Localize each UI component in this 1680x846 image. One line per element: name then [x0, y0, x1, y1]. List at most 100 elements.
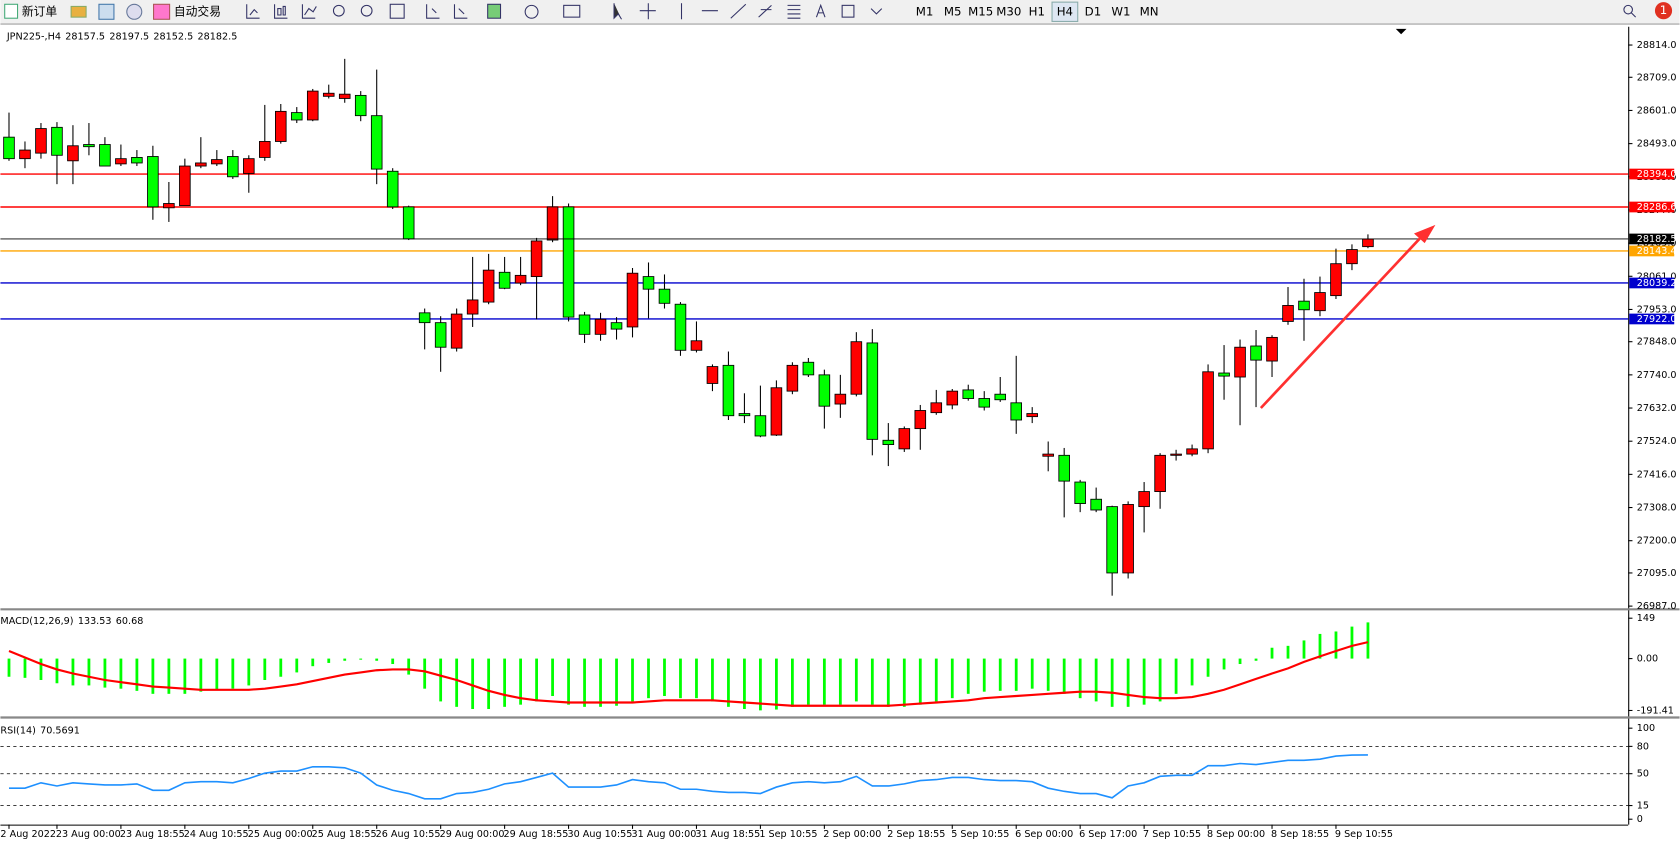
candle-body [1090, 498, 1102, 511]
candle-body [578, 314, 591, 335]
candle [658, 274, 671, 309]
candle-body [722, 364, 735, 417]
macd-signal [8, 641, 1369, 707]
candle-body [866, 342, 879, 440]
macd-bar [119, 658, 123, 689]
price-tag-label: 28039.2 [1637, 278, 1677, 289]
candle-body [1122, 504, 1134, 574]
timeframe-button[interactable]: M15 [968, 4, 993, 18]
candle-body [386, 170, 399, 208]
timeframe-button[interactable]: M1 [916, 4, 934, 18]
candle [1026, 407, 1038, 424]
macd-bar [1222, 658, 1226, 670]
icon-indicators[interactable] [487, 3, 502, 19]
macd-bar [775, 658, 778, 710]
icon[interactable] [126, 3, 143, 20]
icon-label[interactable] [841, 4, 855, 18]
candle-body [738, 413, 751, 417]
x-tick-label: 25 Aug 18:55 [312, 829, 377, 840]
macd-bar [231, 658, 235, 689]
candle [722, 351, 735, 421]
timeframe-button[interactable]: H4 [1057, 4, 1073, 18]
x-tick-label: 23 Aug 00:00 [56, 829, 121, 840]
candle [610, 317, 623, 340]
candle-body [227, 156, 239, 178]
icon-cursor[interactable] [613, 3, 622, 20]
macd-bar [790, 658, 794, 707]
candle [1058, 447, 1070, 518]
candle [594, 312, 607, 341]
icon-candle[interactable] [274, 4, 288, 19]
candle [163, 182, 175, 222]
icon-crosshair[interactable] [639, 3, 656, 20]
indicator-name: RSI(14) [0, 725, 35, 736]
macd-bar [711, 658, 714, 702]
macd-bar [519, 658, 522, 705]
candle [354, 91, 367, 122]
candle-body [1154, 454, 1166, 492]
price-tag [1629, 233, 1675, 245]
timeframe-button[interactable]: H1 [1029, 4, 1045, 18]
macd-bar [39, 658, 43, 681]
candle [866, 329, 879, 456]
icon-fibo[interactable] [787, 4, 801, 19]
macd-bar [487, 658, 491, 710]
toolbar-button[interactable]: 自动交易 [174, 4, 221, 18]
timeframe-button[interactable]: D1 [1085, 4, 1102, 18]
icon-search[interactable] [1623, 4, 1633, 15]
candle-body [802, 361, 815, 376]
candle-body [67, 145, 79, 162]
x-tick-label: 30 Aug 10:55 [567, 829, 632, 840]
timeframe-button[interactable]: W1 [1111, 4, 1130, 18]
icon-line[interactable] [301, 4, 317, 19]
candle [131, 150, 143, 167]
candle [514, 256, 527, 286]
icon-text[interactable] [815, 3, 826, 18]
candle [1154, 453, 1166, 509]
timeframe-button[interactable]: M30 [996, 4, 1021, 18]
icon-search-handle[interactable] [1631, 12, 1637, 18]
candle [179, 158, 191, 207]
icon-period[interactable] [524, 4, 539, 19]
candle [35, 123, 47, 159]
candle [1074, 479, 1086, 513]
candle-body [594, 318, 607, 335]
macd-bar [886, 658, 890, 707]
icon-trendline[interactable] [730, 3, 747, 19]
candle-body [1202, 371, 1214, 450]
timeframe-button[interactable]: M5 [944, 4, 962, 18]
icon[interactable] [70, 5, 87, 18]
candle [259, 104, 271, 161]
icon-zoom-in[interactable] [332, 4, 345, 17]
ohlc-high: 28197.5 [109, 31, 149, 42]
candle-body [642, 276, 655, 290]
icon-arrows[interactable] [870, 8, 883, 15]
macd-bar [311, 658, 315, 667]
candle-body [1282, 305, 1294, 322]
y-tick-label: 28709.0 [1637, 72, 1677, 83]
candle [962, 384, 975, 401]
icon[interactable] [98, 3, 115, 20]
candle-body [1026, 413, 1038, 418]
macd-bar [343, 658, 347, 661]
icon-auto-trade[interactable] [153, 3, 171, 20]
candle-body [338, 93, 351, 99]
x-tick-label: 5 Sep 10:55 [951, 829, 1009, 840]
notification-badge[interactable] [1654, 2, 1673, 20]
candle [1042, 441, 1054, 472]
candle-body [626, 272, 639, 328]
price-tag-label: 28394.0 [1637, 169, 1677, 180]
toolbar-button[interactable]: 新订单 [22, 4, 58, 18]
icon-new-order[interactable] [4, 3, 19, 19]
macd-bar [1190, 658, 1194, 686]
icon-tile[interactable] [389, 3, 405, 19]
icon-bar[interactable] [246, 4, 260, 19]
icon-zoom-out[interactable] [360, 4, 373, 17]
timeframe-button[interactable]: MN [1140, 4, 1159, 18]
icon-shift[interactable] [426, 4, 440, 19]
icon-scroll[interactable] [453, 4, 468, 19]
candle [466, 256, 479, 327]
icon-channel[interactable] [758, 4, 772, 18]
macd-bar [183, 658, 187, 694]
icon-template[interactable] [563, 4, 581, 18]
